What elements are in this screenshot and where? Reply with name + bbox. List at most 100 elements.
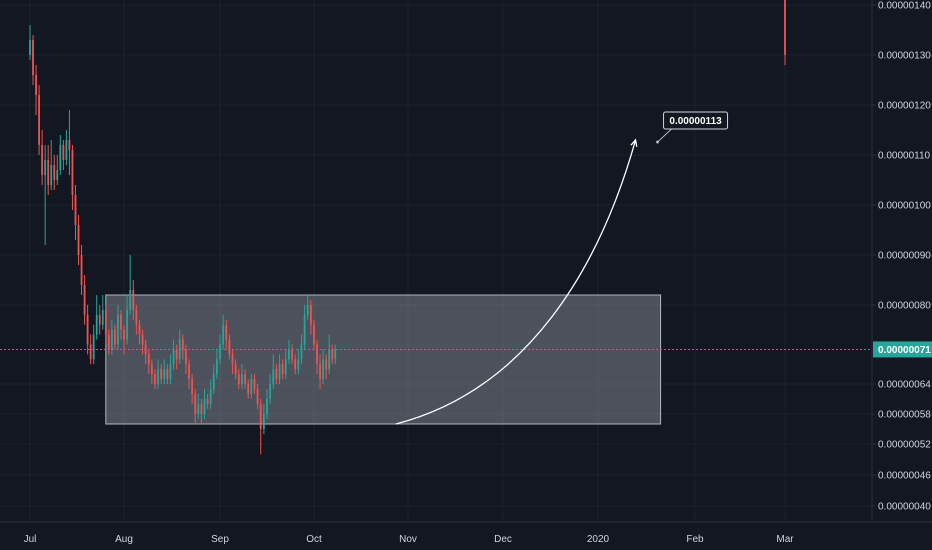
candle	[101, 295, 104, 330]
projection-curve[interactable]	[395, 139, 637, 425]
candle-body	[160, 369, 163, 380]
candle	[32, 35, 34, 85]
candle-body	[141, 334, 144, 345]
candle	[71, 145, 74, 210]
candle	[334, 344, 337, 365]
candle-body	[56, 170, 59, 180]
candle	[234, 359, 237, 380]
candle-body	[98, 314, 101, 325]
candle-body	[291, 349, 293, 360]
candle-body	[256, 389, 259, 404]
candle-body	[65, 140, 68, 160]
candle-body	[250, 379, 253, 394]
candle	[288, 339, 290, 365]
candle-body	[244, 374, 246, 384]
candle	[269, 374, 272, 404]
candle	[135, 305, 138, 335]
candle-body	[126, 309, 129, 340]
y-axis-panel[interactable]	[872, 0, 932, 522]
y-tick-label: 0.00000140	[878, 1, 931, 12]
candle	[44, 145, 47, 245]
candle	[200, 399, 203, 424]
candle-body	[86, 314, 89, 345]
candle	[166, 364, 169, 384]
y-tick-label: 0.00000046	[878, 471, 931, 482]
candle-body	[35, 75, 37, 95]
candle-body	[123, 329, 125, 340]
candle-body	[62, 145, 65, 160]
candle-body	[120, 314, 122, 330]
candle-body	[209, 389, 212, 404]
candle	[322, 349, 325, 384]
candle-body	[334, 349, 337, 360]
candle-body	[188, 364, 190, 380]
note-callout[interactable]: 0.00000113	[656, 111, 729, 144]
candle	[160, 364, 163, 384]
candle	[98, 305, 101, 335]
candle-body	[29, 40, 31, 55]
candle	[309, 300, 312, 335]
candle	[275, 364, 278, 384]
candle	[50, 140, 53, 190]
candle	[319, 354, 321, 389]
candle	[303, 305, 306, 350]
current-price-tag-label: 0.00000071	[878, 345, 931, 356]
candle-body	[288, 349, 290, 360]
x-tick-label: Sep	[211, 534, 229, 545]
candle-body	[163, 369, 166, 380]
candle	[284, 349, 287, 380]
candle-body	[200, 404, 203, 414]
candle-body	[41, 145, 44, 175]
y-tick-label: 0.00000120	[878, 101, 931, 112]
candle	[175, 344, 178, 370]
candle-body	[197, 404, 200, 414]
candle	[56, 155, 59, 185]
note-anchor-dot	[656, 140, 660, 144]
y-tick-label: 0.00000058	[878, 410, 931, 421]
candle-body	[175, 349, 178, 360]
candle	[181, 334, 184, 360]
candle-body	[219, 344, 221, 360]
x-tick-label: Oct	[306, 534, 322, 545]
candle	[74, 185, 77, 240]
candle-body	[322, 359, 325, 380]
candle-body	[181, 339, 184, 350]
candle	[35, 65, 37, 115]
candle-body	[169, 364, 172, 380]
candle	[169, 354, 172, 384]
candle	[163, 359, 166, 384]
candle-body	[154, 374, 156, 384]
y-tick-label: 0.00000130	[878, 51, 931, 62]
note-leader-line	[657, 128, 672, 143]
candle-body	[269, 384, 272, 399]
candle-body	[92, 334, 95, 360]
candle-body	[241, 374, 243, 384]
candle-body	[77, 225, 80, 255]
candle-body	[328, 349, 331, 370]
x-tick-label: Feb	[686, 534, 704, 545]
candle	[262, 404, 265, 434]
grid-lines	[0, 0, 872, 522]
candle-body	[110, 329, 113, 350]
candle-body	[303, 314, 306, 345]
candle	[256, 384, 259, 409]
candle-body	[150, 364, 153, 375]
candle	[110, 319, 113, 355]
candle	[86, 305, 89, 355]
candle-body	[59, 145, 62, 170]
candle-body	[306, 305, 309, 315]
candle	[92, 324, 95, 365]
candle-body	[294, 359, 297, 370]
candle	[172, 339, 175, 370]
candle-body	[225, 324, 228, 340]
candle-body	[297, 359, 300, 370]
candle-body	[319, 364, 321, 380]
candle-body	[212, 374, 215, 389]
candle	[68, 110, 71, 175]
candle-body	[107, 334, 110, 350]
x-axis-panel[interactable]	[0, 522, 932, 550]
candle	[132, 280, 135, 320]
candle	[113, 324, 116, 350]
